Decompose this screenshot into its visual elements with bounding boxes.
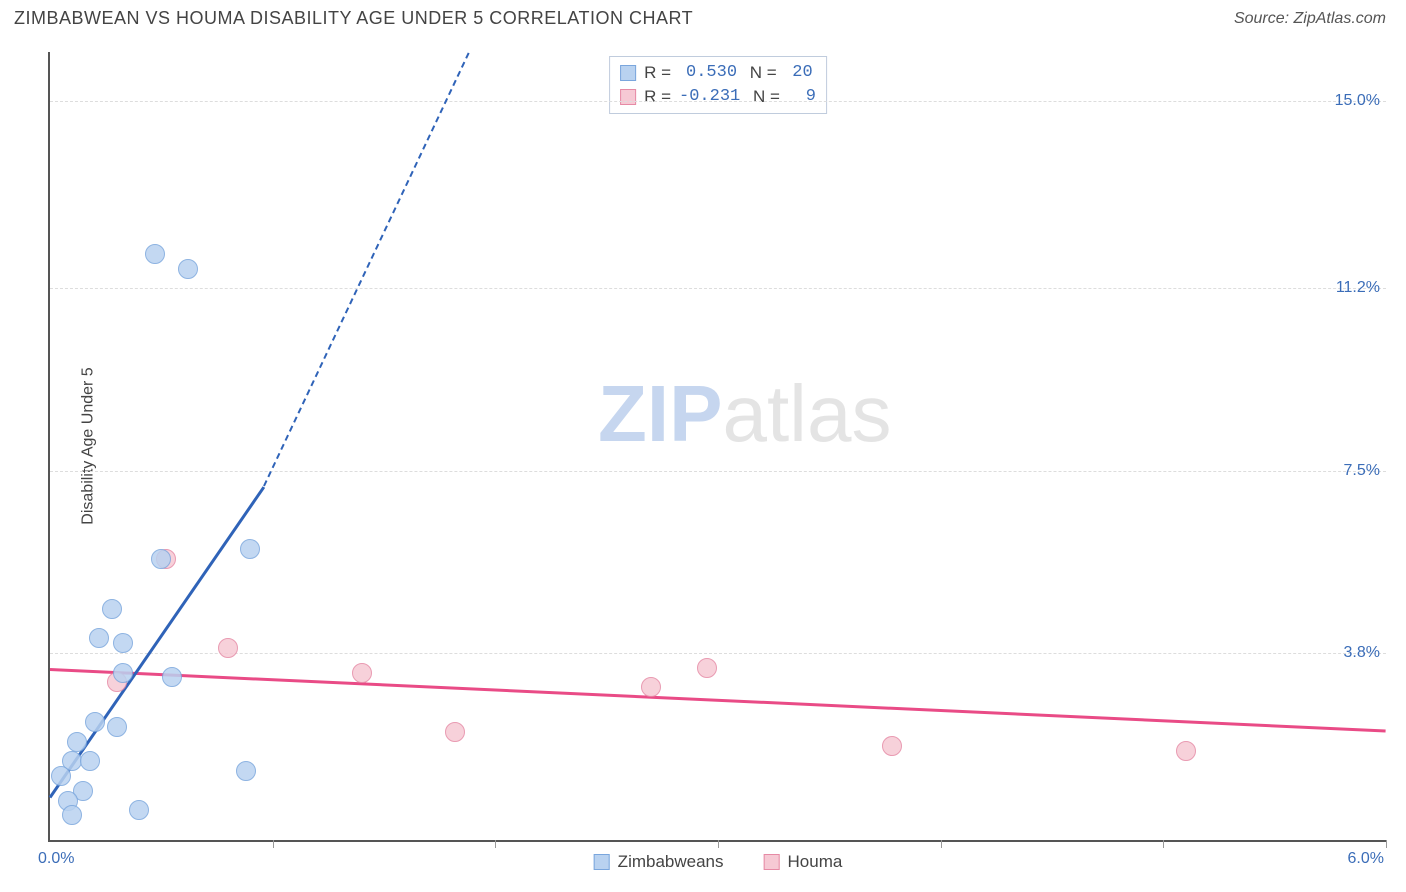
correlation-legend: R = 0.530 N = 20 R = -0.231 N = 9: [609, 56, 827, 114]
data-point: [445, 722, 465, 742]
x-tick: [1386, 840, 1387, 848]
data-point: [89, 628, 109, 648]
legend-n-label: N =: [745, 61, 777, 85]
series1-swatch: [594, 854, 610, 870]
data-point: [107, 717, 127, 737]
legend-row: R = -0.231 N = 9: [620, 85, 816, 109]
data-point: [102, 599, 122, 619]
data-point: [85, 712, 105, 732]
y-tick-label: 15.0%: [1335, 92, 1380, 110]
data-point: [151, 549, 171, 569]
y-tick-label: 11.2%: [1336, 279, 1380, 297]
data-point: [113, 663, 133, 683]
series2-swatch: [764, 854, 780, 870]
series2-swatch: [620, 89, 636, 105]
data-point: [62, 805, 82, 825]
y-tick-label: 7.5%: [1344, 462, 1380, 480]
x-axis-max-label: 6.0%: [1348, 850, 1384, 868]
trend-line: [50, 668, 1386, 733]
data-point: [352, 663, 372, 683]
data-point: [67, 732, 87, 752]
data-point: [113, 633, 133, 653]
legend-n-label: N =: [748, 85, 780, 109]
series2-n-value: 9: [788, 85, 816, 109]
legend-item: Zimbabweans: [594, 852, 724, 872]
legend-row: R = 0.530 N = 20: [620, 61, 816, 85]
y-tick-label: 3.8%: [1344, 644, 1380, 662]
legend-r-label: R =: [644, 85, 671, 109]
data-point: [236, 761, 256, 781]
data-point: [51, 766, 71, 786]
series1-r-value: 0.530: [679, 61, 737, 85]
data-point: [882, 736, 902, 756]
chart-title: ZIMBABWEAN VS HOUMA DISABILITY AGE UNDER…: [14, 8, 693, 29]
data-point: [218, 638, 238, 658]
x-tick: [718, 840, 719, 848]
gridline: [50, 288, 1386, 289]
series-legend: Zimbabweans Houma: [594, 852, 843, 872]
x-tick: [273, 840, 274, 848]
series1-n-value: 20: [785, 61, 813, 85]
data-point: [129, 800, 149, 820]
series2-name: Houma: [788, 852, 843, 872]
data-point: [697, 658, 717, 678]
data-point: [178, 259, 198, 279]
watermark-light: atlas: [722, 369, 891, 458]
series2-r-value: -0.231: [679, 85, 740, 109]
legend-r-label: R =: [644, 61, 671, 85]
x-tick: [941, 840, 942, 848]
gridline: [50, 101, 1386, 102]
data-point: [145, 244, 165, 264]
x-axis-origin-label: 0.0%: [38, 850, 74, 868]
data-point: [80, 751, 100, 771]
source-attribution: Source: ZipAtlas.com: [1234, 10, 1386, 28]
data-point: [162, 667, 182, 687]
gridline: [50, 653, 1386, 654]
x-tick: [495, 840, 496, 848]
data-point: [641, 677, 661, 697]
series1-swatch: [620, 65, 636, 81]
series1-name: Zimbabweans: [618, 852, 724, 872]
gridline: [50, 471, 1386, 472]
data-point: [240, 539, 260, 559]
chart-plot-area: ZIPatlas R = 0.530 N = 20 R = -0.231 N =…: [48, 52, 1386, 842]
trend-line: [263, 53, 470, 487]
x-tick: [1163, 840, 1164, 848]
watermark: ZIPatlas: [598, 368, 891, 460]
data-point: [1176, 741, 1196, 761]
watermark-bold: ZIP: [598, 369, 722, 458]
legend-item: Houma: [764, 852, 843, 872]
